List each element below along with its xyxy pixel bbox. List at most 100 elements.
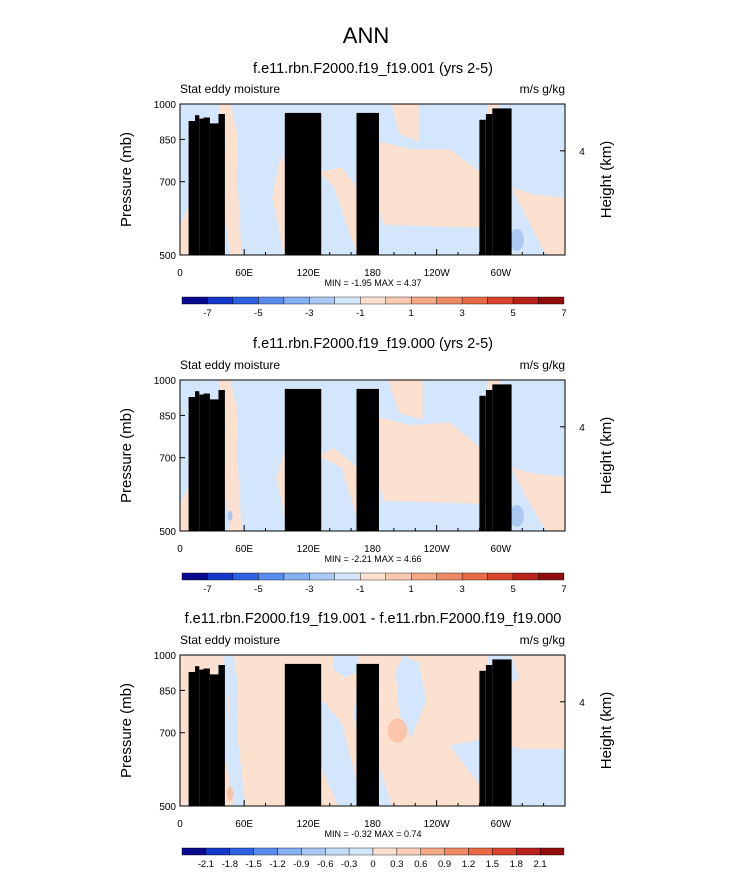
- colorbar-swatch: [309, 296, 335, 305]
- left-label: Stat eddy moisture: [180, 358, 280, 372]
- colorbar-swatch: [512, 296, 539, 305]
- topography-block: [479, 670, 486, 806]
- colorbar-swatch: [411, 296, 437, 305]
- y-axis-right-label: Height (km): [598, 141, 615, 219]
- colorbar-swatch: [411, 572, 437, 581]
- topography-block: [479, 395, 486, 531]
- colorbar-swatch: [348, 847, 374, 856]
- y-axis-right-label: Height (km): [598, 417, 615, 495]
- x-tick-label: 120W: [424, 268, 451, 279]
- colorbar-swatch: [360, 296, 386, 305]
- topography-block: [479, 119, 486, 255]
- x-tick-label: 120E: [297, 544, 321, 555]
- topography-block: [195, 391, 200, 531]
- colorbar-swatch: [487, 296, 514, 305]
- colorbar-swatch: [301, 847, 326, 856]
- x-tick-label: 60E: [235, 544, 253, 555]
- positive-contour-region: [372, 141, 481, 228]
- colorbar-swatch: [181, 296, 208, 305]
- y-tick-label: 1000: [154, 100, 177, 111]
- topography-block: [188, 672, 195, 806]
- colorbar-swatch: [229, 847, 254, 856]
- min-max-label: MIN = -2.21 MAX = 4.66: [324, 554, 421, 564]
- colorbar-swatch: [334, 296, 361, 305]
- topography-block: [284, 388, 322, 531]
- colorbar-swatch: [512, 572, 539, 581]
- negative-contour-region: [395, 655, 427, 738]
- colorbar-tick-label: -7: [203, 584, 211, 595]
- colorbar-swatch: [492, 847, 517, 856]
- colorbar-swatch: [372, 847, 398, 856]
- topography-block: [209, 674, 219, 806]
- contour-field: [180, 655, 565, 806]
- topography-block: [188, 397, 195, 531]
- topography-block: [188, 121, 195, 255]
- positive-contour-region: [387, 380, 423, 420]
- y-tick-label: 1000: [154, 376, 177, 387]
- colorbar-tick-label: 7: [561, 308, 566, 319]
- negative-core-region: [509, 504, 524, 527]
- topography-block: [199, 118, 204, 255]
- colorbar-swatch: [539, 847, 565, 856]
- y-right-tick-label: 4: [579, 423, 585, 434]
- topography-block: [199, 669, 204, 806]
- colorbar-swatch: [436, 572, 463, 581]
- y-axis-right-label: Height (km): [598, 692, 615, 770]
- colorbar-swatch: [487, 572, 514, 581]
- x-tick-label: 0: [177, 544, 183, 555]
- positive-contour-region: [372, 417, 481, 504]
- x-tick-label: 60E: [235, 819, 253, 830]
- y-tick-label: 1000: [154, 651, 177, 662]
- y-tick-label: 700: [159, 729, 176, 740]
- topography-block: [492, 659, 512, 806]
- colorbar-tick-label: 5: [510, 584, 515, 595]
- y-tick-label: 850: [159, 411, 176, 422]
- min-max-label: MIN = -0.32 MAX = 0.74: [324, 829, 421, 839]
- colorbar-swatch: [309, 572, 335, 581]
- x-tick-label: 0: [177, 819, 183, 830]
- negative-contour-region: [334, 655, 361, 678]
- right-label: m/s g/kg: [520, 633, 565, 647]
- topography-block: [203, 393, 210, 531]
- colorbar-swatch: [277, 847, 302, 856]
- x-tick-label: 120W: [424, 544, 451, 555]
- colorbar-tick-label: 0.6: [414, 859, 427, 870]
- colorbar-tick-label: -1.5: [245, 859, 261, 870]
- colorbar-tick-label: -3: [305, 308, 313, 319]
- topography-block: [356, 663, 379, 806]
- x-tick-label: 120W: [424, 819, 451, 830]
- colorbar-swatch: [420, 847, 445, 856]
- x-tick-label: 120E: [297, 819, 321, 830]
- topography-block: [492, 384, 512, 531]
- colorbar-tick-label: 7: [561, 584, 566, 595]
- topography-block: [203, 117, 210, 255]
- colorbar-tick-label: -1.8: [222, 859, 238, 870]
- topography-block: [209, 123, 219, 255]
- x-tick-label: 0: [177, 268, 183, 279]
- y-right-tick-label: 4: [579, 698, 585, 709]
- topography-block: [485, 665, 493, 806]
- colorbar-tick-label: -3: [305, 584, 313, 595]
- colorbar-tick-label: 1: [409, 584, 414, 595]
- colorbar-swatch: [205, 847, 230, 856]
- topography-block: [485, 390, 493, 531]
- colorbar-swatch: [283, 572, 310, 581]
- y-tick-label: 700: [159, 454, 176, 465]
- colorbar-swatch: [444, 847, 469, 856]
- positive-core-region: [227, 786, 234, 801]
- colorbar-tick-label: 0.3: [390, 859, 403, 870]
- colorbar-tick-label: -5: [254, 584, 262, 595]
- min-max-label: MIN = -1.95 MAX = 4.37: [324, 278, 421, 288]
- y-tick-label: 500: [159, 527, 176, 538]
- colorbar-tick-label: 3: [459, 308, 464, 319]
- x-tick-label: 60E: [235, 268, 253, 279]
- contour-field: [180, 104, 565, 255]
- x-tick-label: 120E: [297, 268, 321, 279]
- panel-title: f.e11.rbn.F2000.f19_f19.001 - f.e11.rbn.…: [185, 611, 562, 627]
- colorbar-tick-label: 1.8: [510, 859, 523, 870]
- x-tick-label: 60W: [491, 268, 512, 279]
- colorbar-swatch: [207, 572, 234, 581]
- colorbar-swatch: [325, 847, 350, 856]
- y-tick-label: 700: [159, 178, 176, 189]
- topography-block: [492, 108, 512, 255]
